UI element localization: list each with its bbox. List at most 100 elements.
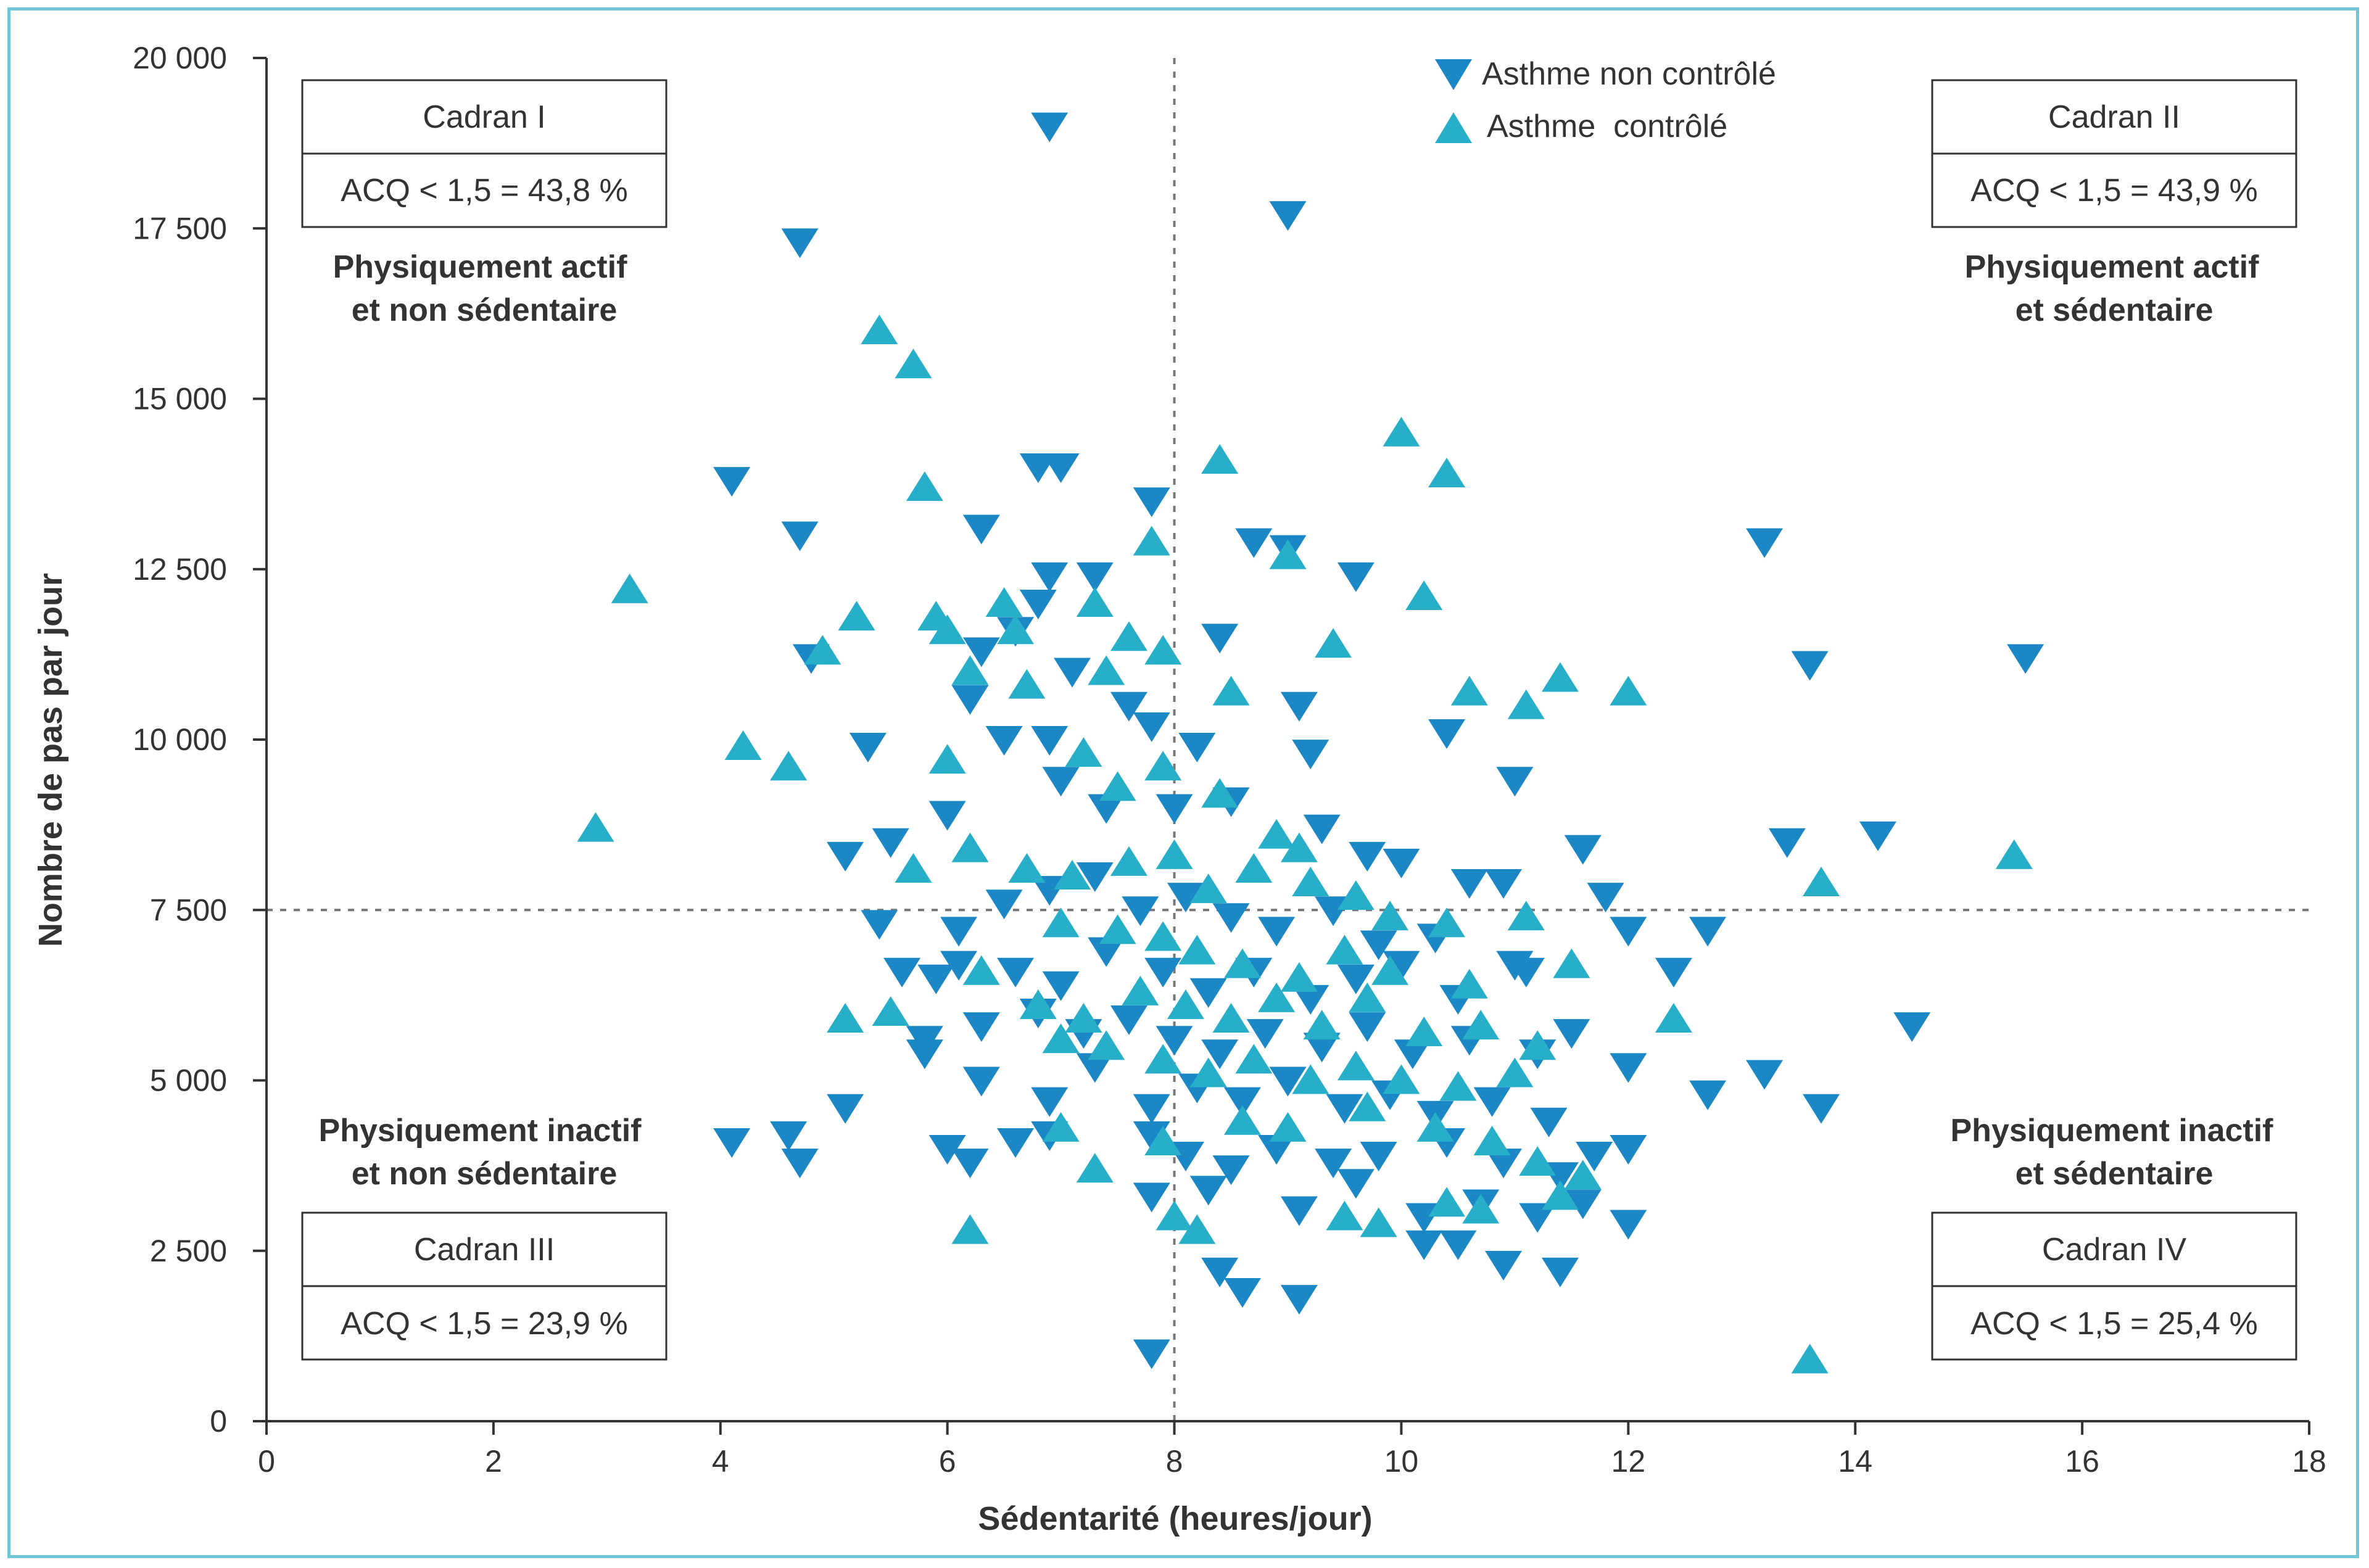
y-tick-label: 5 000 [150,1063,227,1098]
point-uncontrolled [1610,917,1647,947]
point-controlled [1428,907,1466,938]
point-controlled [1428,1187,1466,1217]
point-uncontrolled [962,637,1000,667]
legend-marker-controlled [1435,112,1472,143]
point-uncontrolled [2007,644,2044,674]
point-uncontrolled [1223,1278,1261,1308]
point-uncontrolled [1610,1135,1647,1165]
point-controlled [1156,1200,1193,1231]
point-controlled [1076,1153,1114,1183]
quadrant-4-stat: ACQ < 1,5 = 25,4 % [1970,1306,2257,1342]
point-controlled [1428,458,1466,488]
point-controlled [1292,867,1329,897]
point-uncontrolled [1292,984,1329,1015]
point-uncontrolled [1201,624,1239,654]
legend-marker-uncontrolled [1435,59,1472,90]
point-uncontrolled [1610,1053,1647,1083]
y-tick-label: 0 [210,1404,227,1438]
quadrant-2-title: Cadran II [2048,99,2180,135]
point-uncontrolled [1031,562,1069,592]
point-uncontrolled [1042,453,1080,483]
point-controlled [1042,907,1080,938]
point-controlled [1791,1343,1829,1374]
point-controlled [997,614,1035,645]
point-uncontrolled [1768,828,1806,858]
point-controlled [1167,989,1204,1019]
point-uncontrolled [1859,821,1897,851]
point-controlled [1156,839,1193,869]
point-uncontrolled [1280,1196,1318,1226]
point-controlled [1292,1064,1329,1094]
point-uncontrolled [1383,951,1420,981]
point-controlled [1519,1030,1557,1060]
point-uncontrolled [1473,1087,1511,1117]
point-controlled [1564,1160,1602,1190]
point-controlled [895,852,932,883]
point-controlled [1450,968,1488,999]
point-uncontrolled [1258,917,1296,947]
point-controlled [1269,539,1307,569]
point-controlled [1223,948,1261,978]
point-uncontrolled [997,1128,1035,1158]
point-controlled [1178,935,1216,965]
quadrant-4-box: Cadran IV ACQ < 1,5 = 25,4 % [1931,1211,2297,1361]
x-tick-label: 14 [1838,1444,1872,1479]
point-uncontrolled [1054,658,1091,688]
point-controlled [1383,416,1420,447]
point-uncontrolled [962,1012,1000,1042]
x-tick-label: 6 [939,1444,956,1479]
point-controlled [1088,655,1125,685]
point-controlled [1416,1112,1454,1142]
quadrant-1-label-line1: Physiquement actif [333,249,627,285]
point-uncontrolled [1292,740,1329,770]
x-tick-label: 18 [2292,1444,2326,1479]
point-controlled [1212,1003,1250,1033]
series-controlled [577,315,2033,1374]
point-uncontrolled [1349,841,1386,872]
point-uncontrolled [1280,1285,1318,1315]
point-uncontrolled [1439,1230,1477,1260]
point-uncontrolled [1088,937,1125,967]
point-uncontrolled [951,1149,989,1179]
point-controlled [1201,778,1239,808]
point-controlled [1110,621,1147,651]
point-layer [577,112,2044,1374]
point-controlled [1405,1017,1443,1047]
x-tick-label: 10 [1384,1444,1419,1479]
point-uncontrolled [1689,1080,1727,1110]
point-uncontrolled [917,964,955,994]
point-controlled [1258,982,1296,1012]
point-controlled [1099,914,1136,944]
point-controlled [1019,989,1057,1019]
point-uncontrolled [962,514,1000,545]
point-controlled [1008,669,1046,699]
quadrant-1-title: Cadran I [423,99,545,135]
point-controlled [985,587,1023,617]
point-controlled [861,315,898,344]
point-uncontrolled [1484,869,1522,899]
point-uncontrolled [713,1128,751,1158]
point-controlled [1462,1194,1500,1224]
point-controlled [1507,689,1545,719]
point-controlled [1315,628,1352,658]
point-uncontrolled [1122,896,1159,926]
point-controlled [895,349,932,379]
quadrant-3-box: Cadran III ACQ < 1,5 = 23,9 % [301,1211,668,1361]
figure-frame [7,7,2359,1558]
point-uncontrolled [1484,1149,1522,1179]
point-uncontrolled [1383,848,1420,878]
point-uncontrolled [1394,1039,1431,1070]
point-controlled [1995,839,2033,869]
quadrant-4-label-line2: et sédentaire [2016,1156,2214,1192]
quadrant-4-label-line1: Physiquement inactif [1951,1113,2274,1149]
point-uncontrolled [1746,1060,1784,1090]
point-uncontrolled [1258,1135,1296,1165]
point-uncontrolled [1530,1107,1568,1137]
point-controlled [838,601,875,631]
point-controlled [1065,1003,1102,1033]
quadrant-2-label-line2: et sédentaire [2016,292,2214,328]
point-uncontrolled [1405,1230,1443,1260]
point-controlled [827,1003,864,1033]
point-uncontrolled [1110,691,1147,722]
point-controlled [1054,860,1091,889]
